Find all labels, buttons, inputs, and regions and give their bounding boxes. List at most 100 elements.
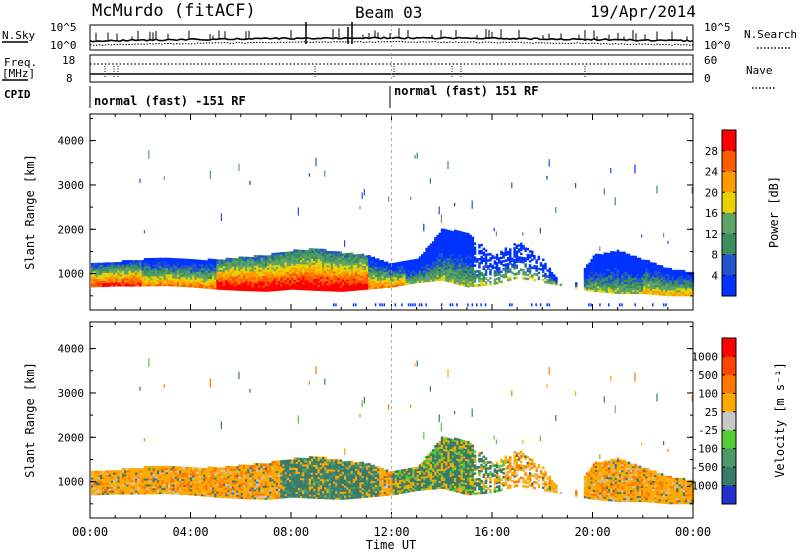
power-cell	[601, 282, 604, 285]
power-cell	[234, 276, 237, 279]
power-cell	[636, 267, 640, 271]
power-cell	[344, 275, 347, 278]
power-cell	[623, 261, 626, 265]
power-cell	[130, 268, 134, 271]
power-cell	[315, 248, 318, 252]
power-cell	[478, 246, 481, 249]
power-cell	[599, 254, 602, 257]
power-cell	[258, 263, 261, 266]
power-cell	[297, 263, 301, 267]
power-cell	[209, 266, 213, 270]
power-cell	[344, 281, 347, 284]
power-cell	[143, 262, 147, 265]
velocity-cell	[212, 488, 215, 492]
power-cell	[605, 282, 609, 286]
power-cell	[506, 252, 510, 256]
power-cell	[678, 285, 681, 289]
power-cell	[205, 264, 208, 267]
power-cell	[141, 260, 145, 263]
power-cell	[621, 291, 624, 295]
power-cell	[258, 267, 261, 270]
power-cell	[460, 277, 464, 280]
power-cell	[443, 250, 446, 254]
power-cell	[172, 274, 175, 277]
power-cell	[293, 251, 296, 254]
power-cell	[137, 262, 140, 265]
power-cell	[619, 263, 622, 267]
power-cell	[462, 283, 466, 287]
power-cell	[91, 280, 94, 284]
power-cell	[304, 257, 307, 261]
power-cell	[249, 268, 252, 272]
power-cell	[454, 273, 457, 277]
power-cell	[205, 280, 208, 283]
power-cell	[234, 264, 237, 267]
power-cell	[682, 283, 686, 287]
power-cell	[181, 276, 184, 279]
power-cell	[260, 279, 263, 282]
power-cell	[128, 270, 131, 273]
power-cell	[201, 273, 204, 277]
power-cell	[616, 283, 620, 287]
velocity-cell	[179, 470, 182, 473]
power-cell	[229, 273, 233, 277]
power-cell	[176, 262, 180, 265]
power-cell	[322, 250, 325, 254]
velocity-cell	[170, 489, 173, 493]
power-cell	[467, 256, 470, 260]
power-cell	[207, 270, 211, 273]
power-cell	[603, 290, 607, 293]
power-cell	[495, 257, 499, 261]
colorbar-swatch	[722, 275, 736, 297]
power-cell	[513, 267, 516, 270]
velocity-cell	[161, 477, 164, 481]
power-cell	[656, 290, 659, 294]
power-cell	[93, 278, 96, 282]
power-cell	[130, 260, 134, 263]
power-cell	[352, 282, 356, 285]
power-cell	[469, 280, 472, 284]
power-cell	[350, 284, 354, 288]
power-cell	[337, 261, 340, 264]
power-cell	[429, 249, 433, 252]
power-cell	[273, 258, 277, 262]
power-cell	[467, 274, 470, 278]
power-cell	[293, 255, 296, 258]
power-cell	[467, 235, 470, 238]
power-cell	[170, 273, 173, 277]
power-cell	[460, 273, 464, 276]
power-cell	[311, 268, 314, 271]
power-cell	[324, 274, 327, 278]
power-cell	[467, 254, 470, 258]
power-cell	[658, 283, 662, 286]
power-cell	[165, 263, 169, 267]
power-cell	[634, 257, 637, 261]
power-cell	[493, 278, 497, 281]
power-cell	[647, 264, 651, 267]
power-cell	[311, 286, 314, 289]
velocity-cell	[207, 486, 211, 489]
power-cell	[447, 255, 450, 259]
power-cell	[445, 231, 448, 234]
power-cell	[192, 269, 195, 272]
power-cell	[207, 266, 211, 269]
power-cell	[467, 270, 470, 274]
power-cell	[542, 274, 545, 277]
power-cell	[638, 285, 642, 289]
power-cell	[297, 253, 301, 257]
power-cell	[242, 260, 246, 264]
power-cell	[456, 236, 459, 239]
velocity-cell	[137, 488, 140, 491]
velocity-cell	[192, 487, 195, 490]
velocity-cell	[172, 484, 175, 487]
velocity-cell	[201, 489, 204, 493]
power-cell	[451, 268, 455, 272]
power-cell	[315, 278, 318, 281]
power-cell	[130, 272, 134, 275]
power-cell	[253, 255, 257, 258]
power-cell	[388, 271, 391, 274]
power-cell	[139, 278, 142, 281]
power-cell	[594, 261, 598, 265]
power-cell	[625, 255, 629, 259]
power-cell	[319, 256, 323, 260]
